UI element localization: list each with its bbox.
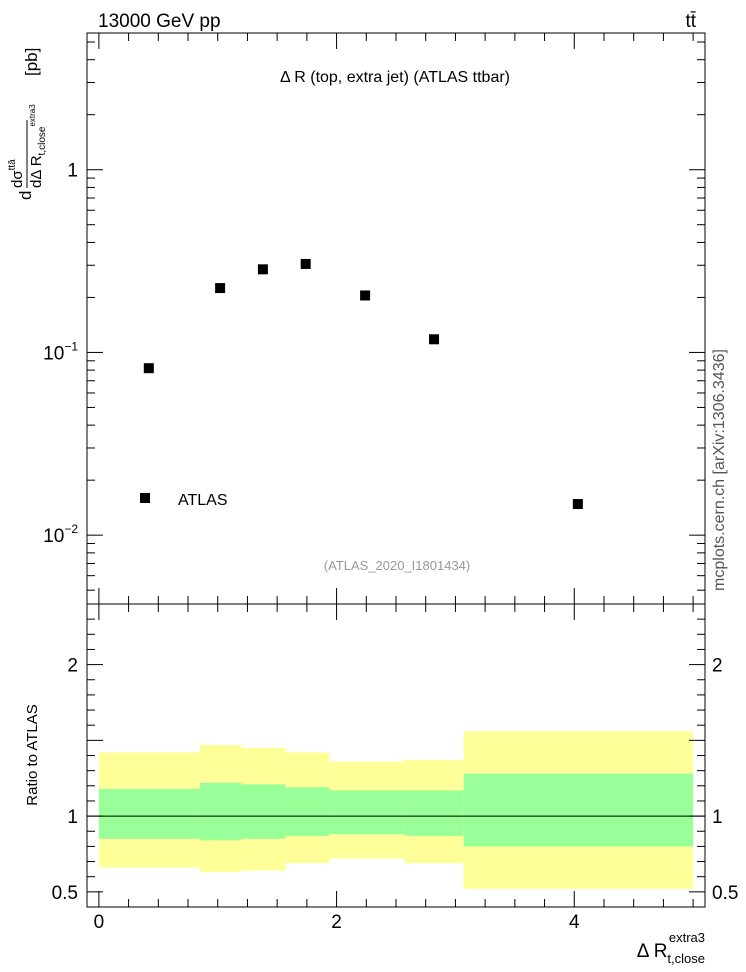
- atlas-data-point: [572, 499, 583, 510]
- ratio-green-band: [404, 790, 464, 836]
- ratio-y-tick-label-left: 1: [67, 807, 78, 828]
- side-source-label: mcplots.cern.ch [arXiv:1306.3436]: [711, 349, 728, 591]
- main-frame: [86, 32, 706, 605]
- main-y-tick-label: 10−1: [43, 339, 78, 364]
- main-y-tick-label: 1: [67, 161, 78, 182]
- main-y-ticks: 1 10−1 10−2: [43, 161, 78, 547]
- ratio-panel: 2 2 1 1 0.5 0.5 0 2 4 Ratio to ATLAS Δ Rt,close…: [24, 603, 739, 966]
- ratio-y-tick-label-right: 0.5: [712, 883, 738, 904]
- ratio-green-band: [199, 782, 242, 841]
- ylabel-unit: [pb]: [22, 48, 41, 76]
- ratio-ticks: [87, 604, 705, 907]
- analysis-watermark: (ATLAS_2020_I1801434): [324, 558, 470, 573]
- ylabel-denominator: dΔ Rt,closeextra3: [28, 104, 48, 188]
- header-process-label: tt̄: [685, 11, 696, 32]
- atlas-data-point: [257, 264, 268, 275]
- legend-marker: [140, 493, 150, 503]
- atlas-data-point: [215, 283, 226, 294]
- data-points: [143, 258, 583, 510]
- main-minor-ticks: [87, 41, 705, 591]
- ratio-y-tick-label-right: 1: [712, 807, 723, 828]
- ratio-y-tick-label-right: 2: [712, 656, 723, 677]
- x-tick-label: 4: [569, 912, 580, 933]
- ratio-y-tick-labels: 2 2 1 1 0.5 0.5: [52, 656, 739, 904]
- x-tick-label: 2: [331, 912, 342, 933]
- x-axis-label-sup: extra3: [669, 930, 705, 945]
- atlas-data-point: [429, 334, 440, 345]
- main-y-axis-label: d dσttā dΔ Rt,closeextra3 [pb]: [7, 48, 48, 200]
- ratio-green-band: [241, 784, 286, 839]
- ratio-green-band: [285, 787, 330, 836]
- atlas-data-point: [360, 290, 371, 301]
- header-energy-label: 13000 GeV pp: [98, 11, 221, 32]
- ylabel-d: d: [16, 191, 35, 200]
- svg-text:d: d: [16, 191, 35, 200]
- legend-label: ATLAS: [178, 492, 228, 509]
- ratio-green-band: [463, 773, 694, 847]
- main-y-tick-label: 10−2: [43, 522, 78, 547]
- ylabel-numerator: dσttā: [7, 159, 26, 188]
- main-x-ticks: [98, 33, 694, 604]
- atlas-data-point: [143, 363, 154, 374]
- ratio-green-band: [329, 790, 405, 835]
- atlas-data-point: [300, 258, 311, 269]
- x-tick-label: 0: [94, 912, 105, 933]
- ratio-bands: [98, 731, 694, 889]
- ratio-green-band: [98, 788, 200, 839]
- plot-title: Δ R (top, extra jet) (ATLAS ttbar): [280, 69, 510, 86]
- ratio-x-tick-labels: 0 2 4: [94, 912, 580, 933]
- ratio-y-axis-label: Ratio to ATLAS: [24, 704, 41, 805]
- ratio-y-tick-label-left: 0.5: [52, 883, 78, 904]
- x-axis-label: Δ Rt,close: [637, 941, 705, 966]
- ratio-y-tick-label-left: 2: [67, 656, 78, 677]
- main-panel: 1 10−1 10−2 Δ R (top, extra jet) (ATLAS tt…: [7, 32, 706, 605]
